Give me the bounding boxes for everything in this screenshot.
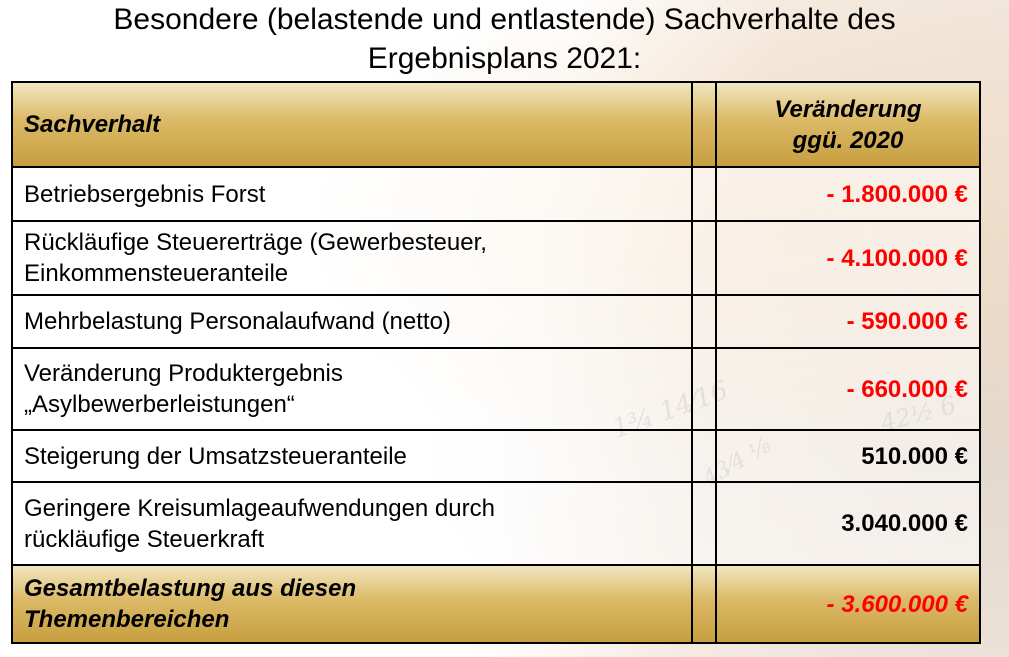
row-label-line-1: Geringere Kreisumlageaufwendungen durch — [24, 494, 495, 522]
slide-title: Besondere (belastende und entlastende) S… — [0, 0, 1009, 78]
total-value: - 3.600.000 € — [715, 564, 981, 644]
row-value: - 590.000 € — [715, 294, 981, 349]
row-value: - 660.000 € — [715, 347, 981, 431]
total-label: Gesamtbelastung aus diesen Themenbereich… — [11, 564, 693, 644]
header-veraenderung: Veränderung ggü. 2020 — [715, 81, 981, 168]
row-spacer — [691, 347, 717, 431]
table-row: Geringere Kreisumlageaufwendungen durch … — [11, 481, 981, 566]
row-label: Rückläufige Steuererträge (Gewerbesteuer… — [11, 220, 693, 296]
table-row: Rückläufige Steuererträge (Gewerbesteuer… — [11, 220, 981, 296]
row-label-line-2: rückläufige Steuerkraft — [24, 525, 265, 553]
slide-title-line-1: Besondere (belastende und entlastende) S… — [113, 3, 896, 36]
row-label-line-2: Einkommensteueranteile — [24, 260, 289, 287]
row-value: - 4.100.000 € — [715, 220, 981, 296]
row-label-line-1: Mehrbelastung Personalaufwand (netto) — [24, 308, 451, 335]
row-label-line-2: „Asylbewerberleistungen“ — [24, 391, 295, 418]
row-spacer — [691, 220, 717, 296]
row-label: Betriebsergebnis Forst — [11, 166, 693, 222]
total-spacer — [691, 564, 717, 644]
row-label-line-1: Rückläufige Steuererträge (Gewerbesteuer… — [24, 229, 487, 256]
total-label-line-1: Gesamtbelastung aus diesen — [24, 575, 357, 602]
row-label: Geringere Kreisumlageaufwendungen durch … — [11, 481, 693, 566]
table-row: Betriebsergebnis Forst - 1.800.000 € — [11, 166, 981, 222]
slide-title-line-2: Ergebnisplans 2021: — [367, 42, 642, 75]
table-total-row: Gesamtbelastung aus diesen Themenbereich… — [11, 564, 981, 644]
results-table: Sachverhalt Veränderung ggü. 2020 Betrie… — [11, 81, 981, 644]
row-value: 510.000 € — [715, 429, 981, 483]
table-row: Veränderung Produktergebnis „Asylbewerbe… — [11, 347, 981, 431]
total-label-line-2: Themenbereichen — [24, 606, 230, 633]
row-label-line-1: Betriebsergebnis Forst — [24, 180, 266, 208]
row-value: - 1.800.000 € — [715, 166, 981, 222]
row-spacer — [691, 166, 717, 222]
header-veraenderung-line-2: ggü. 2020 — [792, 126, 904, 154]
table-header-row: Sachverhalt Veränderung ggü. 2020 — [11, 81, 981, 168]
row-value: 3.040.000 € — [715, 481, 981, 566]
table-row: Steigerung der Umsatzsteueranteile 510.0… — [11, 429, 981, 483]
header-spacer — [691, 81, 717, 168]
header-veraenderung-line-1: Veränderung — [774, 95, 922, 123]
table-row: Mehrbelastung Personalaufwand (netto) - … — [11, 294, 981, 349]
row-label: Veränderung Produktergebnis „Asylbewerbe… — [11, 347, 693, 431]
row-spacer — [691, 481, 717, 566]
row-spacer — [691, 429, 717, 483]
row-label-line-1: Steigerung der Umsatzsteueranteile — [24, 442, 407, 470]
row-spacer — [691, 294, 717, 349]
row-label-line-1: Veränderung Produktergebnis — [24, 360, 343, 387]
row-label: Mehrbelastung Personalaufwand (netto) — [11, 294, 693, 349]
header-sachverhalt: Sachverhalt — [11, 81, 693, 168]
row-label: Steigerung der Umsatzsteueranteile — [11, 429, 693, 483]
